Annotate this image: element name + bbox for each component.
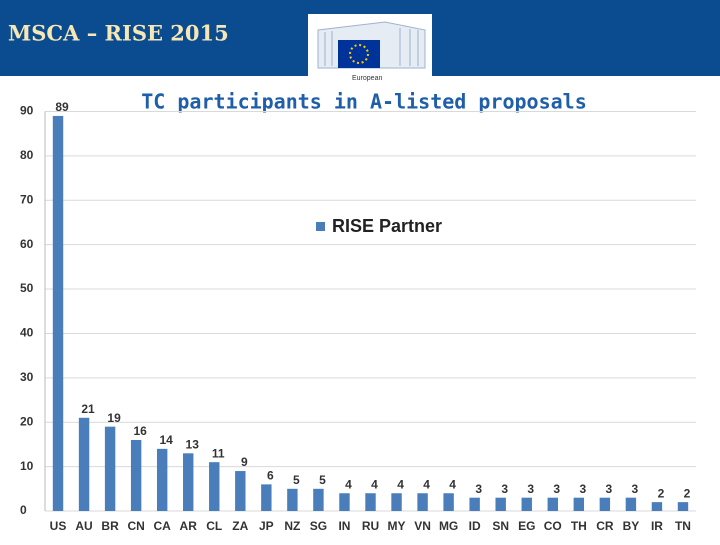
x-tick-label: NZ [284,519,300,533]
value-label: 5 [293,473,300,487]
x-tick-label: TN [675,519,691,533]
x-tick-label: BY [623,519,640,533]
bar [391,493,402,511]
y-tick-label: 90 [20,104,34,118]
value-label: 3 [527,482,534,496]
y-tick-label: 20 [20,414,34,428]
logo: European [308,14,432,84]
x-tick-label: RU [362,519,379,533]
x-tick-label: CL [206,519,222,533]
bar [625,497,637,511]
value-label: 11 [212,446,225,460]
bar [677,502,689,511]
chart-title: TC participants in A-listed proposals [141,90,587,114]
x-tick-label: VN [414,519,431,533]
plot: 0 10 20 30 40 50 60 70 80 90 US 89 AU 21 BR 19 CN 16 CA 14 A… [20,100,696,533]
logo-text: European [352,75,382,82]
bar [209,462,220,511]
value-label: 4 [397,477,404,491]
bar [495,497,506,511]
x-tick-label: AR [180,519,198,533]
x-tick-label: CA [154,519,172,533]
value-label: 9 [241,455,248,469]
bar [599,497,611,511]
bar [365,493,376,511]
legend-label: RISE Partner [332,216,442,236]
bar [287,488,298,511]
y-tick-label: 80 [20,148,34,162]
bar [521,497,532,511]
bar [313,488,324,511]
bar [339,493,350,511]
x-tick-label: MG [439,519,458,533]
header-title: MSCA – RISE 2015 [8,21,229,46]
value-label: 2 [684,486,691,500]
y-tick-label: 70 [20,192,34,206]
bar [78,417,90,511]
y-tick-label: 10 [20,459,34,473]
y-tick-label: 50 [20,281,34,295]
bar [573,497,585,511]
bar [52,115,64,511]
value-label: 4 [345,477,352,491]
value-label: 3 [553,482,560,496]
x-tick-label: EG [518,519,535,533]
bar [183,453,194,511]
x-tick-label: ZA [232,519,248,533]
legend-swatch [316,222,325,231]
value-label: 21 [81,402,95,416]
x-tick-label: BR [101,519,119,533]
bar [651,502,663,511]
y-tick-label: 60 [20,237,34,251]
x-tick-label: TH [571,519,587,533]
value-label: 4 [371,477,378,491]
x-tick-label: CR [596,519,614,533]
y-tick-label: 30 [20,370,34,384]
x-tick-label: ID [469,519,481,533]
x-tick-label: MY [388,519,406,533]
x-tick-label: AU [75,519,92,533]
value-label: 3 [606,482,613,496]
bar [547,497,558,511]
value-label: 5 [319,473,326,487]
bar [261,484,272,511]
value-label: 2 [658,486,665,500]
x-tick-label: CO [544,519,562,533]
bar [469,497,480,511]
value-label: 4 [449,477,456,491]
x-tick-label: IR [651,519,663,533]
x-tick-label: JP [259,519,274,533]
value-label: 3 [501,482,508,496]
x-tick-label: CN [127,519,144,533]
bar [417,493,428,511]
bar [443,493,454,511]
y-tick-label: 0 [20,503,27,517]
y-tick-label: 40 [20,326,34,340]
bar [130,439,142,511]
value-label: 3 [579,482,586,496]
bar [235,471,246,511]
value-label: 3 [632,482,639,496]
value-label: 16 [133,424,147,438]
x-tick-label: SN [492,519,509,533]
value-label: 13 [186,437,200,451]
value-label: 14 [160,433,174,447]
bar [156,448,168,511]
value-label: 19 [107,411,121,425]
value-label: 89 [55,100,69,114]
value-label: 4 [423,477,430,491]
bar [104,426,116,511]
value-label: 6 [267,469,274,483]
x-tick-label: SG [310,519,327,533]
value-label: 3 [475,482,482,496]
x-tick-label: US [50,519,67,533]
x-tick-label: IN [338,519,350,533]
